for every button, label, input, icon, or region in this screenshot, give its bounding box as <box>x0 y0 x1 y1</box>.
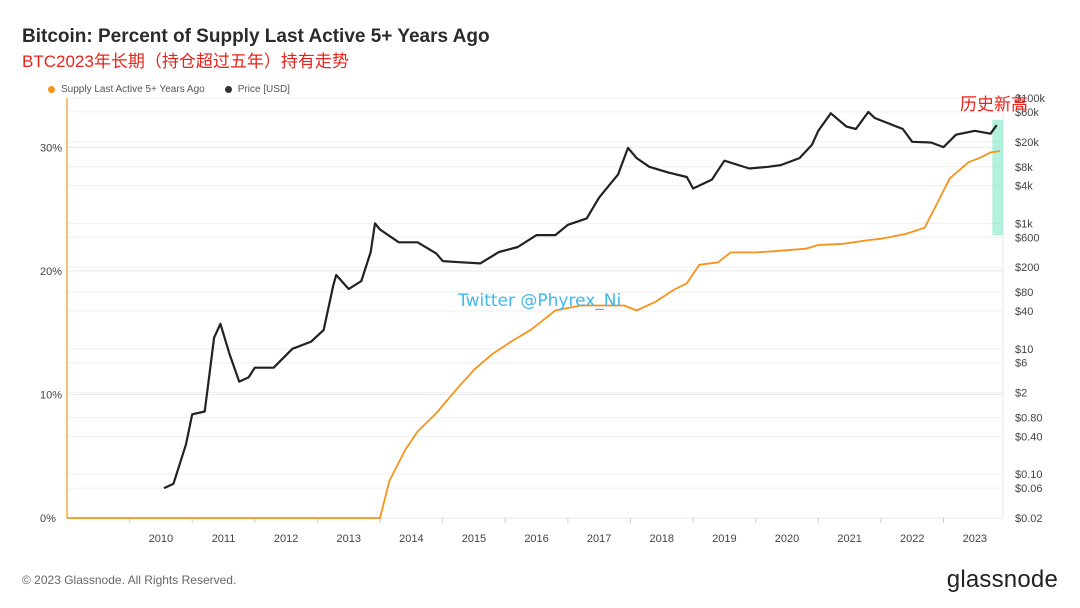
right-axis-tick-label: $20k <box>1015 137 1039 149</box>
chart-title: Bitcoin: Percent of Supply Last Active 5… <box>22 26 490 47</box>
x-axis-tick-label: 2020 <box>775 533 799 545</box>
x-axis-tick-label: 2022 <box>900 533 924 545</box>
legend-item-price[interactable]: Price [USD] <box>224 84 290 95</box>
right-axis-tick-label: $100k <box>1015 93 1045 105</box>
x-axis-tick-label: 2017 <box>587 533 611 545</box>
right-axis-tick-label: $600 <box>1015 232 1039 244</box>
chart-legend: Supply Last Active 5+ Years Ago Price [U… <box>48 84 290 95</box>
legend-dot-supply <box>48 86 55 93</box>
right-axis-tick-label: $200 <box>1015 262 1039 274</box>
legend-item-supply[interactable]: Supply Last Active 5+ Years Ago <box>48 84 205 95</box>
right-axis-tick-label: $6 <box>1015 358 1027 370</box>
x-axis-tick-label: 2013 <box>336 533 360 545</box>
copyright-footer: © 2023 Glassnode. All Rights Reserved. <box>22 573 237 587</box>
legend-label-price: Price [USD] <box>237 84 290 95</box>
right-axis-tick-label: $8k <box>1015 162 1033 174</box>
ath-annotation-label: 历史新高 <box>960 95 1028 115</box>
left-axis-tick-label: 10% <box>40 389 62 401</box>
left-axis-tick-label: 30% <box>40 142 62 154</box>
right-axis-tick-label: $0.10 <box>1015 469 1043 481</box>
legend-dot-price <box>224 86 232 93</box>
twitter-watermark: Twitter @Phyrex_Ni <box>457 291 621 311</box>
x-axis-tick-label: 2019 <box>712 533 736 545</box>
x-axis-tick-label: 2018 <box>650 533 674 545</box>
right-axis-tick-label: $60k <box>1015 107 1039 119</box>
glassnode-logo: glassnode <box>946 566 1058 593</box>
right-axis-tick-label: $10 <box>1015 344 1033 356</box>
left-axis-tick-label: 20% <box>40 266 62 278</box>
right-axis-tick-label: $2 <box>1015 388 1027 400</box>
right-axis-tick-label: $0.06 <box>1015 483 1043 495</box>
right-axis-tick-label: $40 <box>1015 306 1033 318</box>
right-axis-tick-label: $4k <box>1015 181 1033 193</box>
right-axis-tick-label: $0.02 <box>1015 513 1043 525</box>
right-axis-tick-label: $0.80 <box>1015 413 1043 425</box>
x-axis-tick-label: 2012 <box>274 533 298 545</box>
legend-label-supply: Supply Last Active 5+ Years Ago <box>61 84 205 95</box>
price-series-line <box>163 110 998 490</box>
left-axis-tick-label: 0% <box>40 513 56 525</box>
x-axis-tick-label: 2023 <box>963 533 987 545</box>
x-axis-tick-label: 2014 <box>399 533 423 545</box>
x-axis-tick-label: 2011 <box>212 533 236 545</box>
x-axis-tick-label: 2016 <box>524 533 548 545</box>
right-axis-tick-label: $0.40 <box>1015 431 1043 443</box>
supply-series-line <box>67 150 1001 519</box>
x-axis-tick-label: 2010 <box>149 533 173 545</box>
ath-highlight-band <box>992 120 1003 236</box>
right-axis-tick-label: $80 <box>1015 287 1033 299</box>
right-axis-tick-label: $1k <box>1015 218 1033 230</box>
x-axis-tick-label: 2015 <box>462 533 486 545</box>
x-axis-tick-label: 2021 <box>837 533 861 545</box>
chart-subtitle: BTC2023年长期（持仓超过五年）持有走势 <box>22 52 349 71</box>
